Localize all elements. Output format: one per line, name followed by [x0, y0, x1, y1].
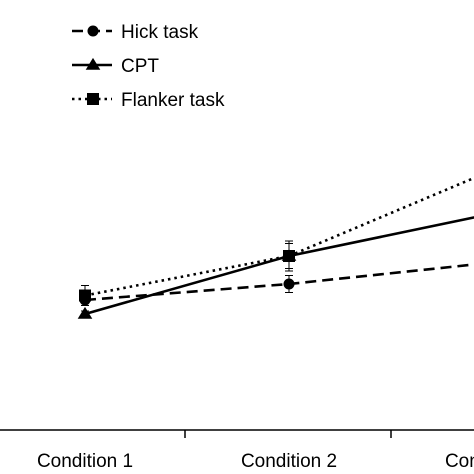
axes [0, 429, 474, 438]
legend-label: Hick task [121, 22, 199, 43]
tick-labels: Condition 1 Condition 2 Condition 3 [37, 451, 474, 472]
data-point [79, 289, 91, 302]
series-layer [77, 176, 474, 319]
circle-marker-icon [87, 25, 99, 37]
x-tick-label: Condition 1 [37, 451, 133, 472]
triangle-marker-icon [85, 57, 101, 70]
x-tick-label: Condition 2 [241, 451, 337, 472]
series-1 [77, 216, 474, 319]
x-tick-label: Condition 3 [445, 451, 474, 472]
legend-label: CPT [121, 56, 159, 77]
series-line [84, 263, 474, 302]
data-point [77, 306, 93, 319]
legend-entry: CPT [72, 56, 159, 77]
square-marker-icon [87, 93, 99, 105]
legend-entry: Hick task [72, 22, 199, 43]
legend-entry: Flanker task [72, 90, 225, 111]
legend-label: Flanker task [121, 90, 225, 111]
data-point [283, 250, 295, 262]
data-point [283, 278, 295, 290]
series-2 [79, 176, 474, 306]
series-line [84, 216, 474, 316]
series-line [84, 176, 474, 297]
legend: Hick task CPT Flanker task [72, 22, 225, 111]
